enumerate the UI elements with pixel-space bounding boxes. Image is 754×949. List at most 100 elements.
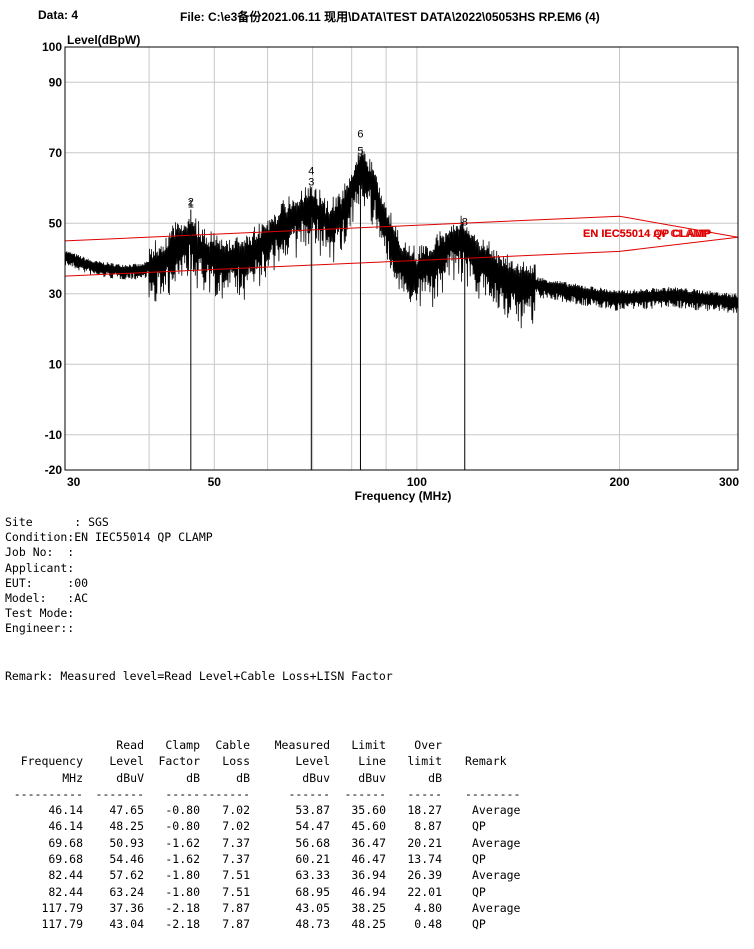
results-table: Read Clamp Cable Measured Limit Over Fre… <box>5 737 582 933</box>
col-header: Level <box>295 754 330 769</box>
table-cell: 48.25 <box>351 917 386 932</box>
table-cell: 56.68 <box>295 835 330 850</box>
table-cell: 63.33 <box>295 868 330 883</box>
table-cell: QP <box>472 917 486 932</box>
table-cell: QP <box>472 884 486 899</box>
limit-label: EN IEC55014 QP CLAMP <box>583 228 711 240</box>
table-cell: 4.80 <box>414 900 442 915</box>
col-header: dBuv <box>302 770 330 785</box>
table-cell: -1.80 <box>165 868 200 883</box>
table-cell: 46.94 <box>351 884 386 899</box>
table-row: 69.68 54.46 -1.62 7.37 60.21 46.47 13.74 QP <box>5 851 582 867</box>
info-test-mode: Test Mode: <box>5 606 75 621</box>
col-header: dB <box>428 770 442 785</box>
table-cell: 48.73 <box>295 917 330 932</box>
table-cell: 48.25 <box>109 819 144 834</box>
table-cell: 36.47 <box>351 835 386 850</box>
table-cell: 54.46 <box>109 852 144 867</box>
table-cell: 46.14 <box>48 803 83 818</box>
col-header: dBuV <box>116 770 144 785</box>
table-row: 117.79 37.36 -2.18 7.87 43.05 38.25 4.80 Averag… <box>5 900 582 916</box>
table-header-row: Frequency Level Factor Loss Level Line l… <box>5 753 582 769</box>
table-cell: 13.74 <box>407 852 442 867</box>
col-header: Line <box>358 754 386 769</box>
y-tick-label: 100 <box>42 40 62 54</box>
y-tick-label: -20 <box>45 463 63 477</box>
data-label: Data: 4 <box>38 8 79 22</box>
col-header: Level <box>109 754 144 769</box>
table-cell: 53.87 <box>295 803 330 818</box>
test-info: Site : SGS Condition:EN IEC55014 QP CLAM… <box>5 515 745 637</box>
table-cell: 43.05 <box>295 900 330 915</box>
separator-cell: ----- <box>165 786 200 801</box>
table-cell: -1.62 <box>165 852 200 867</box>
marker-label: 5 <box>357 145 363 157</box>
table-cell: 22.01 <box>407 884 442 899</box>
plot-frame <box>64 46 739 471</box>
table-cell: 69.68 <box>48 835 83 850</box>
table-cell: 18.27 <box>407 803 442 818</box>
x-tick-label: 30 <box>67 475 81 489</box>
col-header: Loss <box>222 754 250 769</box>
x-tick-labels: 30 50 100 200 300 <box>67 475 739 489</box>
file-path-label: File: C:\e3备份2021.06.11 现用\DATA\TEST DAT… <box>180 10 600 24</box>
y-tick-label: -10 <box>45 428 63 442</box>
col-header: MHz <box>62 770 83 785</box>
col-header: Clamp <box>165 738 200 752</box>
info-eut: EUT: :00 <box>5 575 89 590</box>
col-header: Remark <box>465 754 507 769</box>
marker-label: 8 <box>462 217 468 229</box>
table-cell: 43.04 <box>109 917 144 932</box>
col-header: Cable <box>215 738 250 752</box>
y-tick-label: 50 <box>49 216 63 230</box>
table-cell: -0.80 <box>165 819 200 834</box>
table-cell: 7.51 <box>222 868 250 883</box>
marker-label: 1 <box>188 199 194 211</box>
y-axis-label: Level(dBpW) <box>67 33 140 47</box>
col-header: limit <box>407 754 442 769</box>
table-cell: 68.95 <box>295 884 330 899</box>
info-model: Model: :AC <box>5 590 89 605</box>
table-row: 82.44 57.62 -1.80 7.51 63.33 36.94 26.39 Averag… <box>5 867 582 883</box>
table-cell: -0.80 <box>165 803 200 818</box>
table-cell: 117.79 <box>41 900 83 915</box>
table-cell: 54.47 <box>295 819 330 834</box>
info-condition: Condition:EN IEC55014 QP CLAMP <box>5 530 213 545</box>
table-cell: 8.87 <box>414 819 442 834</box>
emission-trace <box>64 148 739 329</box>
table-cell: QP <box>472 852 486 867</box>
col-header: dBuv <box>358 770 386 785</box>
marker-label: 3 <box>308 176 314 188</box>
table-cell: QP <box>472 819 486 834</box>
table-cell: 20.21 <box>407 835 442 850</box>
emission-trace-line <box>64 148 739 329</box>
limit-line-qp <box>64 215 739 242</box>
info-applicant: Applicant: <box>5 560 75 575</box>
table-cell: 47.65 <box>109 803 144 818</box>
info-job-no: Job No: : <box>5 545 75 560</box>
col-header <box>5 737 83 753</box>
separator-cell: ------- <box>95 786 144 801</box>
table-row: 69.68 50.93 -1.62 7.37 56.68 36.47 20.21 Averag… <box>5 835 582 851</box>
y-tick-labels: -20 -10 10 30 50 70 90 100 <box>42 40 62 477</box>
table-cell: 7.87 <box>222 917 250 932</box>
y-tick-label: 30 <box>49 287 63 301</box>
col-header: dB <box>186 770 200 785</box>
limit-line-average <box>64 236 739 277</box>
table-row: 117.79 43.04 -2.18 7.87 48.73 48.25 0.48 QP <box>5 916 582 932</box>
info-site: Site : SGS <box>5 515 109 529</box>
col-header: Over <box>414 738 442 752</box>
col-header: Read <box>116 738 144 752</box>
x-axis-label: Frequency (MHz) <box>355 489 452 503</box>
table-cell: -1.80 <box>165 884 200 899</box>
marker-label: 4 <box>308 165 314 177</box>
table-cell: 38.25 <box>351 900 386 915</box>
table-cell: 7.02 <box>222 819 250 834</box>
col-header: Measured <box>274 738 330 752</box>
table-row: 82.44 63.24 -1.80 7.51 68.95 46.94 22.01 QP <box>5 884 582 900</box>
table-separator-row: ---------- ------- ----- ------- ------ … <box>5 786 582 802</box>
col-header <box>442 770 582 786</box>
col-header <box>442 737 582 753</box>
col-header: Factor <box>158 754 200 769</box>
